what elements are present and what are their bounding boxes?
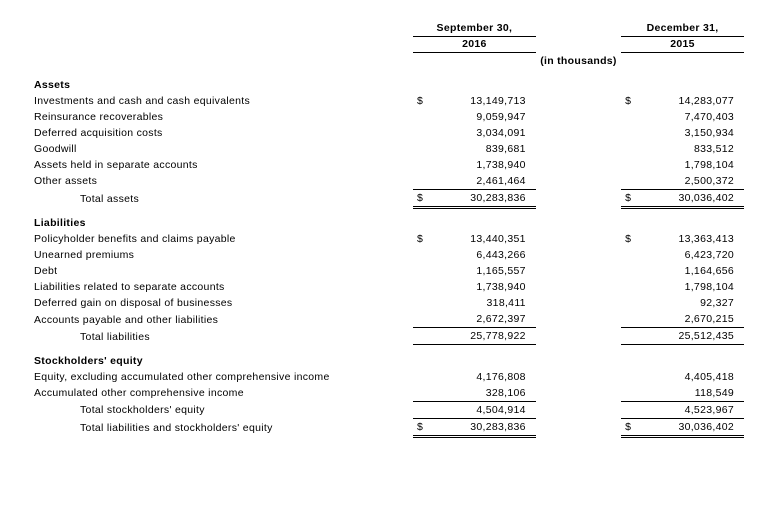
currency-symbol: $ [413,93,432,109]
value-2015: 14,283,077 [640,93,744,109]
value-2016: 13,149,713 [432,93,536,109]
value-2016: 2,672,397 [432,311,536,328]
total-assets-2015: 30,036,402 [640,189,744,207]
total-assets-2016: 30,283,836 [432,189,536,207]
value-2016: 6,443,266 [432,247,536,263]
row-label: Reinsurance recoverables [30,109,413,125]
row-label: Assets held in separate accounts [30,157,413,173]
header-year-1: 2016 [413,37,536,53]
total-liab-equity-2016: 30,283,836 [432,418,536,436]
section-assets: Assets [30,69,413,93]
value-2015: 833,512 [640,141,744,157]
row-label: Investments and cash and cash equivalent… [30,93,413,109]
total-liabilities-2016: 25,778,922 [432,328,536,345]
value-2016: 4,176,808 [432,369,536,385]
row-label: Unearned premiums [30,247,413,263]
total-liabilities-label: Total liabilities [30,328,413,345]
value-2015: 1,798,104 [640,279,744,295]
value-2016: 13,440,351 [432,231,536,247]
total-liab-equity-2015: 30,036,402 [640,418,744,436]
value-2015: 7,470,403 [640,109,744,125]
row-label: Accumulated other comprehensive income [30,385,413,402]
unit-label: (in thousands) [536,53,621,69]
row-label: Goodwill [30,141,413,157]
value-2015: 118,549 [640,385,744,402]
currency-symbol: $ [621,231,640,247]
total-equity-label: Total stockholders' equity [30,401,413,418]
value-2016: 1,738,940 [432,279,536,295]
section-liabilities: Liabilities [30,207,413,231]
total-equity-2016: 4,504,914 [432,401,536,418]
header-date-1: September 30, [413,20,536,37]
total-liab-equity-label: Total liabilities and stockholders' equi… [30,418,413,436]
value-2015: 13,363,413 [640,231,744,247]
row-label: Policyholder benefits and claims payable [30,231,413,247]
value-2015: 4,405,418 [640,369,744,385]
balance-sheet-table: September 30, December 31, 2016 2015 (in… [30,20,744,438]
value-2016: 1,738,940 [432,157,536,173]
value-2016: 839,681 [432,141,536,157]
value-2016: 1,165,557 [432,263,536,279]
value-2016: 328,106 [432,385,536,402]
value-2016: 2,461,464 [432,173,536,190]
row-label: Liabilities related to separate accounts [30,279,413,295]
currency-symbol: $ [621,93,640,109]
value-2015: 2,500,372 [640,173,744,190]
header-date-2: December 31, [621,20,744,37]
value-2015: 1,798,104 [640,157,744,173]
row-label: Other assets [30,173,413,190]
currency-symbol: $ [621,418,640,436]
value-2015: 6,423,720 [640,247,744,263]
value-2015: 2,670,215 [640,311,744,328]
row-label: Deferred acquisition costs [30,125,413,141]
value-2015: 1,164,656 [640,263,744,279]
row-label: Debt [30,263,413,279]
currency-symbol: $ [413,189,432,207]
value-2015: 92,327 [640,295,744,311]
total-liabilities-2015: 25,512,435 [640,328,744,345]
total-equity-2015: 4,523,967 [640,401,744,418]
row-label: Deferred gain on disposal of businesses [30,295,413,311]
row-label: Equity, excluding accumulated other comp… [30,369,413,385]
header-year-2: 2015 [621,37,744,53]
value-2015: 3,150,934 [640,125,744,141]
section-equity: Stockholders' equity [30,345,413,369]
value-2016: 318,411 [432,295,536,311]
row-label: Accounts payable and other liabilities [30,311,413,328]
currency-symbol: $ [413,231,432,247]
value-2016: 9,059,947 [432,109,536,125]
value-2016: 3,034,091 [432,125,536,141]
currency-symbol: $ [413,418,432,436]
currency-symbol: $ [621,189,640,207]
total-assets-label: Total assets [30,189,413,207]
